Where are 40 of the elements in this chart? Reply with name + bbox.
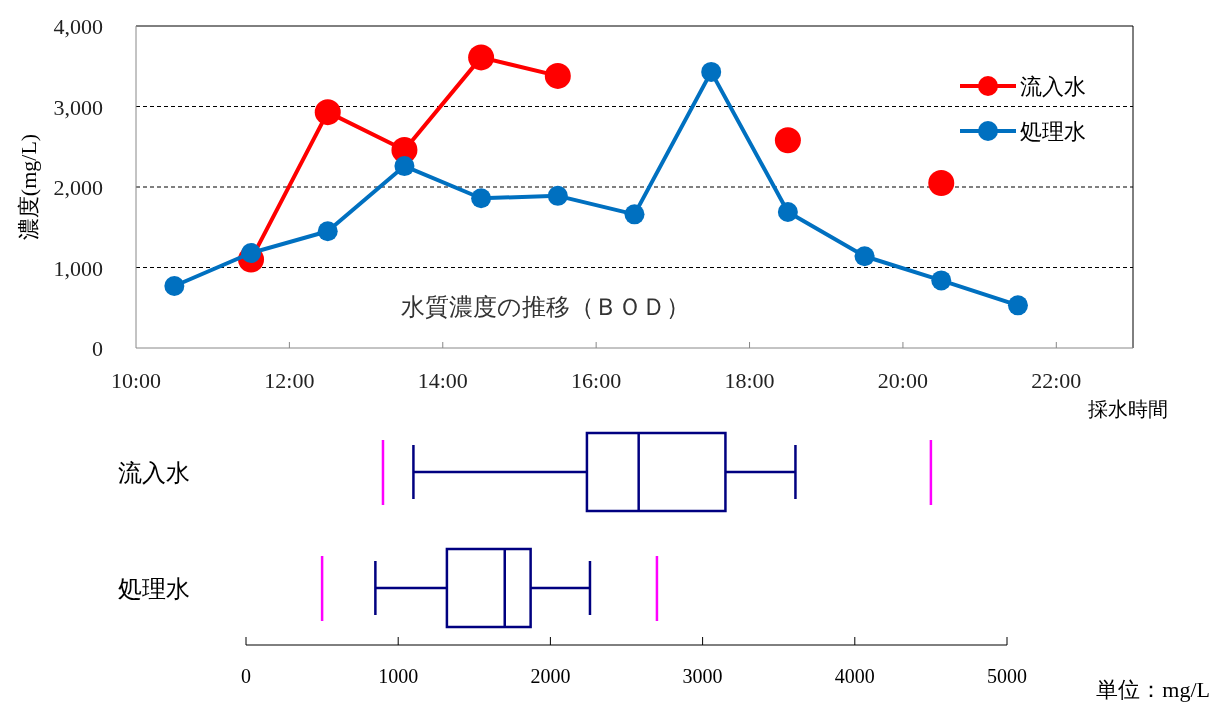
point [931, 270, 952, 291]
point [544, 62, 571, 89]
x-tick-label: 3000 [682, 665, 723, 687]
point [547, 185, 568, 206]
y-tick-label: 3,000 [53, 94, 103, 120]
x-tick-label: 22:00 [1031, 368, 1082, 393]
x-tick-label: 4000 [834, 665, 875, 687]
y-tick-label: 0 [92, 336, 103, 361]
point [471, 188, 492, 209]
y-tick-label: 4,000 [53, 14, 103, 39]
x-tick-label: 16:00 [571, 368, 622, 393]
point [774, 127, 801, 154]
x-axis-title: 採水時間 [1088, 398, 1168, 420]
x-tick-label: 0 [241, 665, 251, 687]
x-tick-label: 18:00 [724, 368, 775, 393]
legend-label: 処理水 [1020, 119, 1086, 144]
x-tick-label: 12:00 [264, 368, 315, 393]
x-tick-label: 2000 [530, 665, 571, 687]
point [777, 201, 798, 222]
point [854, 246, 875, 267]
y-tick-label: 2,000 [53, 175, 103, 200]
y-tick-label: 1,000 [53, 255, 103, 281]
x-tick-label: 10:00 [110, 368, 162, 393]
point [314, 99, 341, 126]
x-tick-label: 20:00 [877, 368, 928, 393]
point [164, 276, 185, 297]
x-tick-label: 1000 [378, 665, 419, 687]
point [1007, 295, 1028, 316]
text: 水質濃度の推移（ＢＯＤ） [400, 294, 690, 320]
x-tick-label: 5000 [987, 665, 1027, 687]
text: 単位：mg/L [1096, 677, 1210, 702]
point [928, 169, 955, 196]
point [317, 221, 338, 242]
y-axis-title: 濃度(mg/L) [16, 133, 41, 241]
legend-label: 流入水 [1020, 74, 1086, 99]
x-tick-label: 14:00 [417, 368, 468, 393]
point [468, 44, 495, 71]
point [624, 204, 645, 225]
point [701, 61, 722, 82]
point [394, 156, 415, 177]
